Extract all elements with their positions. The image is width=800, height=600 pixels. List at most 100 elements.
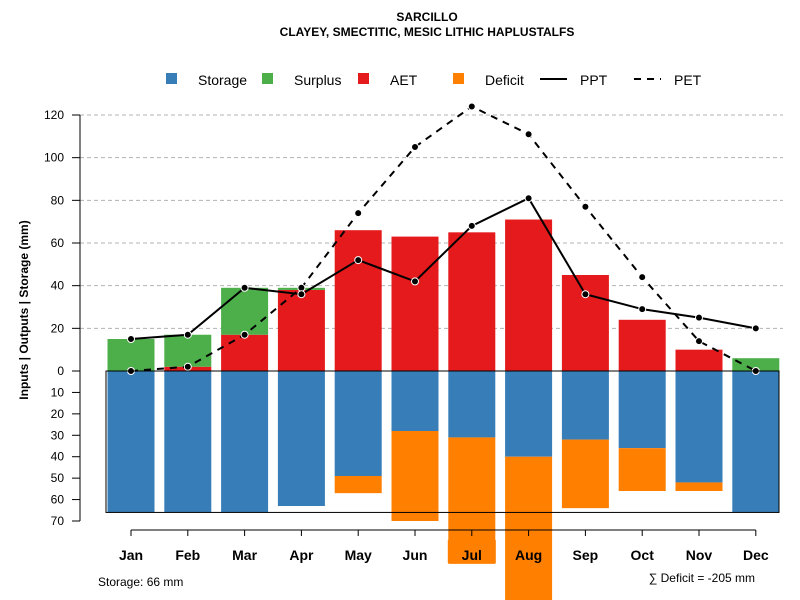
y-tick-label: 10 xyxy=(51,385,65,399)
pet-point xyxy=(638,273,647,282)
storage-bar xyxy=(505,371,553,457)
y-tick-label: 60 xyxy=(51,236,65,250)
storage-bar xyxy=(391,371,439,431)
deficit-bar xyxy=(675,482,723,491)
storage-bar xyxy=(732,371,780,513)
storage-bar xyxy=(675,371,723,483)
y-tick-label: 70 xyxy=(51,514,65,528)
aet-bar xyxy=(448,232,496,371)
month-label: Sep xyxy=(573,547,599,563)
legend-label-deficit: Deficit xyxy=(485,72,524,88)
storage-bar xyxy=(334,371,382,476)
y-tick-label: 0 xyxy=(57,364,64,378)
pet-point xyxy=(183,362,192,371)
legend-label-surplus: Surplus xyxy=(294,72,341,88)
deficit-bar xyxy=(561,439,609,509)
y-tick-label: 80 xyxy=(51,193,65,207)
ppt-point xyxy=(354,256,363,265)
axes xyxy=(79,115,780,531)
storage-bar xyxy=(561,371,609,440)
aet-bar xyxy=(675,349,723,371)
y-tick-label: 20 xyxy=(51,407,65,421)
pet-point xyxy=(240,330,249,339)
deficit-note: ∑ Deficit = -205 mm xyxy=(649,571,755,585)
month-label: Apr xyxy=(289,547,314,563)
aet-bar xyxy=(334,230,382,371)
legend-swatch-deficit xyxy=(453,73,464,84)
y-axis-label: Inputs | Outputs | Storage (mm) xyxy=(17,220,31,399)
surplus-bar xyxy=(107,339,155,371)
ppt-point xyxy=(751,324,760,333)
deficit-bar xyxy=(334,476,382,494)
ppt-point xyxy=(638,305,647,314)
y-ticks: 120 100 80 60 40 20 0 10 20 30 40 50 60 70 xyxy=(44,108,80,528)
pet-point xyxy=(411,143,419,151)
pet-point xyxy=(524,130,533,139)
legend: Storage Surplus AET Deficit PPT PET xyxy=(166,72,702,88)
ppt-point xyxy=(297,290,306,299)
deficit-bar xyxy=(391,431,439,521)
pet-line xyxy=(130,105,757,372)
pet-point xyxy=(695,337,703,346)
legend-swatch-aet xyxy=(358,73,369,84)
ppt-point xyxy=(411,277,419,286)
y-tick-label: 60 xyxy=(51,493,65,507)
storage-bar xyxy=(277,371,325,506)
month-label: Jul xyxy=(462,547,482,563)
month-label: Mar xyxy=(232,547,257,563)
month-label: May xyxy=(345,547,372,563)
ppt-point xyxy=(240,283,249,292)
legend-label-aet: AET xyxy=(390,72,418,88)
ppt-line xyxy=(130,196,756,340)
surplus-bar xyxy=(221,287,269,335)
y-tick-label: 40 xyxy=(51,450,65,464)
month-label: Feb xyxy=(175,547,200,563)
ppt-point xyxy=(581,290,590,299)
ppt-point xyxy=(183,330,192,339)
aet-bar xyxy=(277,289,325,371)
ppt-point xyxy=(695,313,703,322)
storage-bar xyxy=(164,371,212,513)
ppt-point xyxy=(524,194,533,203)
ppt-point xyxy=(127,335,135,343)
pet-point xyxy=(467,102,476,111)
storage-bar xyxy=(448,371,496,438)
pet-point xyxy=(354,209,363,218)
month-label: Aug xyxy=(515,547,542,563)
y-tick-label: 100 xyxy=(44,151,64,165)
legend-swatch-storage xyxy=(166,73,177,84)
deficit-bar xyxy=(505,456,553,600)
y-tick-label: 40 xyxy=(51,279,65,293)
storage-bar xyxy=(107,371,155,513)
month-label: Oct xyxy=(631,547,655,563)
aet-bar xyxy=(618,319,666,371)
surplus-bar xyxy=(164,334,212,367)
legend-label-ppt: PPT xyxy=(580,72,608,88)
x-ticks: Jan Feb Mar Apr May Jun Jul Aug Sep Oct Nov Dec xyxy=(119,530,769,563)
pet-point xyxy=(581,202,590,211)
aet-bar xyxy=(391,236,439,371)
y-tick-label: 20 xyxy=(51,321,65,335)
aet-bar xyxy=(561,275,609,371)
chart-subtitle: CLAYEY, SMECTITIC, MESIC LITHIC HAPLUSTA… xyxy=(280,25,575,39)
month-label: Jan xyxy=(119,547,143,563)
month-label: Nov xyxy=(686,547,713,563)
storage-bar xyxy=(221,371,269,513)
aet-bar xyxy=(505,219,553,371)
chart-title: SARCILLO xyxy=(396,10,457,24)
storage-bar xyxy=(618,371,666,449)
storage-note: Storage: 66 mm xyxy=(98,575,183,589)
y-tick-label: 30 xyxy=(51,428,65,442)
highlight-month-box xyxy=(447,540,496,563)
month-label: Dec xyxy=(743,547,769,563)
bars xyxy=(107,219,780,600)
aet-bar xyxy=(221,334,269,371)
deficit-bar xyxy=(618,448,666,491)
legend-label-pet: PET xyxy=(674,72,702,88)
surplus-bar xyxy=(732,358,780,371)
month-label: Jun xyxy=(403,547,428,563)
ppt-point xyxy=(467,221,476,230)
legend-swatch-surplus xyxy=(262,73,273,84)
